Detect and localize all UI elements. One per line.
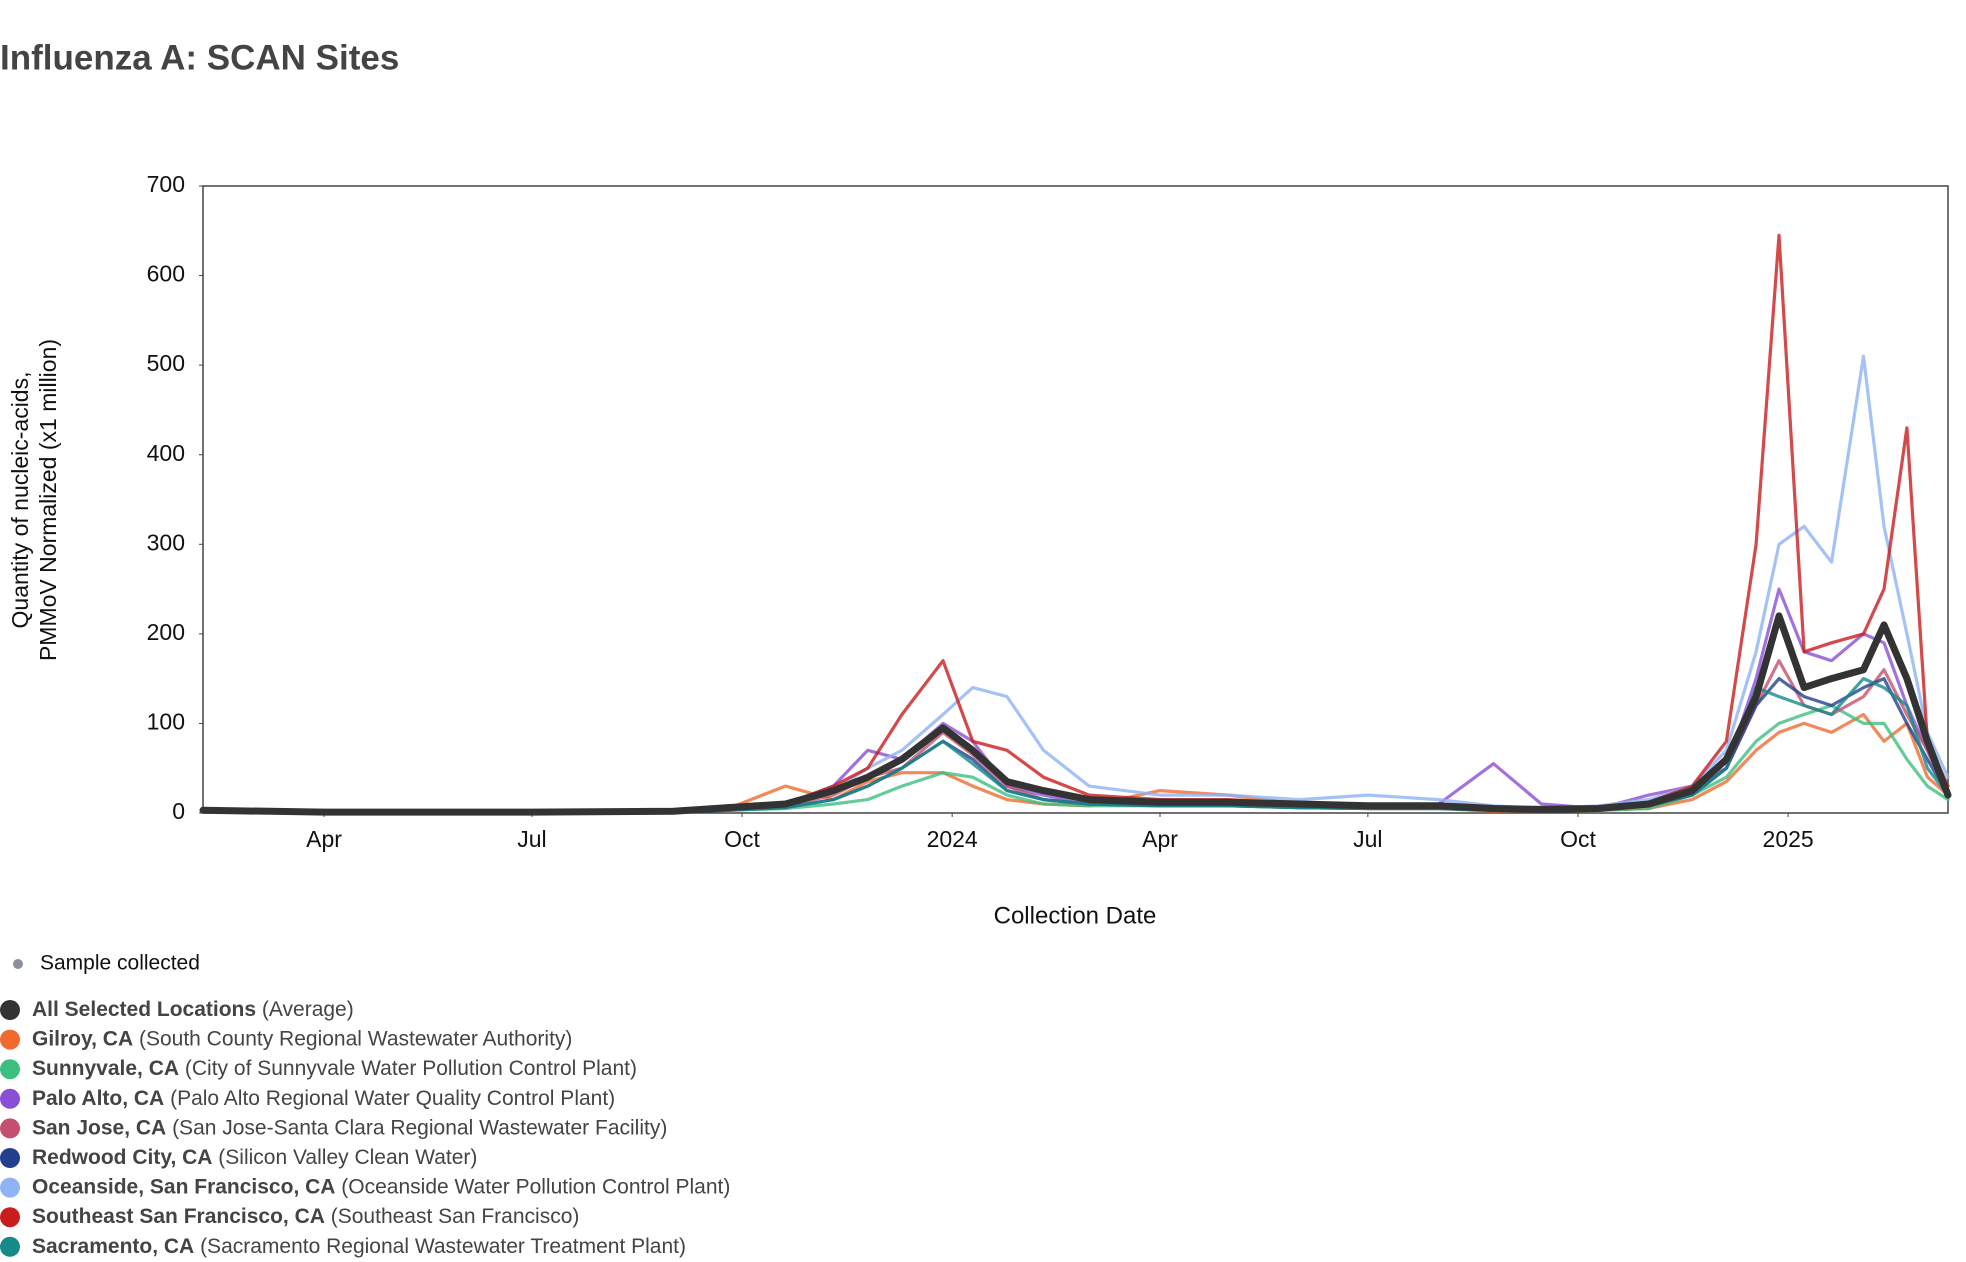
- site-line: [201, 233, 1950, 814]
- legend-label: Sacramento, CA (Sacramento Regional Wast…: [32, 1234, 686, 1257]
- y-tick-label: 100: [147, 709, 185, 735]
- y-tick-label: 200: [147, 619, 185, 645]
- legend-swatch: [0, 1000, 20, 1020]
- legend-label: Palo Alto, CA (Palo Alto Regional Water …: [32, 1086, 615, 1109]
- legend-swatch: [0, 1148, 20, 1168]
- legend-name: Redwood City, CA: [32, 1146, 212, 1169]
- x-tick-label: Jul: [517, 826, 546, 852]
- y-axis-title: Quantity of nucleic-acids,: [7, 372, 33, 629]
- average-line: [199, 612, 1952, 816]
- legend-name: Gilroy, CA: [32, 1027, 133, 1050]
- legend-name: All Selected Locations: [32, 998, 256, 1021]
- y-tick-label: 400: [147, 440, 185, 466]
- legend-label: Redwood City, CA (Silicon Valley Clean W…: [32, 1146, 477, 1169]
- legend-label: All Selected Locations (Average): [32, 998, 354, 1021]
- legend-detail: (San Jose-Santa Clara Regional Wastewate…: [172, 1116, 667, 1139]
- legend-detail: (Average): [262, 998, 354, 1021]
- y-tick-label: 500: [147, 350, 185, 376]
- legend-swatch: [0, 1088, 20, 1109]
- legend-detail: (Southeast San Francisco): [331, 1205, 580, 1228]
- site-line: [201, 354, 1950, 814]
- y-tick-label: 300: [147, 529, 185, 555]
- legend-detail: (South County Regional Wastewater Author…: [139, 1027, 572, 1050]
- legend-name: Sunnyvale, CA: [32, 1057, 179, 1080]
- sample-marker-icon: [13, 959, 23, 969]
- x-tick-label: Apr: [306, 826, 342, 852]
- legend-label: San Jose, CA (San Jose-Santa Clara Regio…: [32, 1116, 667, 1139]
- y-tick-label: 700: [147, 171, 185, 197]
- legend-swatch: [0, 1236, 20, 1257]
- x-tick-label: Oct: [1560, 826, 1596, 852]
- legend-detail: (Palo Alto Regional Water Quality Contro…: [170, 1086, 615, 1109]
- legend-detail: (City of Sunnyvale Water Pollution Contr…: [185, 1057, 637, 1080]
- plot-frame: [202, 185, 1949, 814]
- legend-detail: (Silicon Valley Clean Water): [218, 1146, 477, 1169]
- legend-label: Sunnyvale, CA (City of Sunnyvale Water P…: [32, 1057, 637, 1080]
- legend-label: Gilroy, CA (South County Regional Wastew…: [32, 1027, 572, 1050]
- legend-swatch: [0, 1207, 20, 1228]
- legend-swatch: [0, 1118, 20, 1139]
- x-axis-title: Collection Date: [994, 902, 1157, 929]
- legend-name: Oceanside, San Francisco, CA: [32, 1175, 335, 1198]
- y-tick-label: 600: [147, 261, 185, 287]
- y-tick-label: 0: [172, 798, 185, 824]
- chart-title: Influenza A: SCAN Sites: [0, 38, 399, 77]
- legend-name: Palo Alto, CA: [32, 1086, 164, 1109]
- x-tick-label: 2024: [927, 826, 978, 852]
- legend-swatch: [0, 1059, 20, 1080]
- y-axis-title: PMMoV Normalized (x1 million): [35, 339, 61, 661]
- legend-label: Oceanside, San Francisco, CA (Oceanside …: [32, 1175, 730, 1198]
- site-line: [201, 587, 1950, 814]
- x-tick-label: Jul: [1353, 826, 1382, 852]
- legend-detail: (Sacramento Regional Wastewater Treatmen…: [200, 1234, 686, 1257]
- legend-name: San Jose, CA: [32, 1116, 166, 1139]
- legend-label: Southeast San Francisco, CA (Southeast S…: [32, 1205, 579, 1228]
- legend-swatch: [0, 1177, 20, 1198]
- x-tick-label: Oct: [724, 826, 760, 852]
- series-lines: [199, 233, 1952, 816]
- legend-detail: (Oceanside Water Pollution Control Plant…: [341, 1175, 730, 1198]
- legend-swatch: [0, 1029, 20, 1050]
- legend-name: Sacramento, CA: [32, 1234, 194, 1257]
- sample-legend-label: Sample collected: [40, 952, 200, 975]
- x-tick-label: Apr: [1142, 826, 1178, 852]
- x-tick-label: 2025: [1763, 826, 1814, 852]
- legend-name: Southeast San Francisco, CA: [32, 1205, 325, 1228]
